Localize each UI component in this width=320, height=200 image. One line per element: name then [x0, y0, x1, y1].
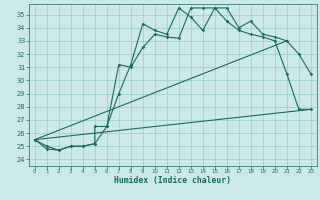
X-axis label: Humidex (Indice chaleur): Humidex (Indice chaleur) [114, 176, 231, 185]
